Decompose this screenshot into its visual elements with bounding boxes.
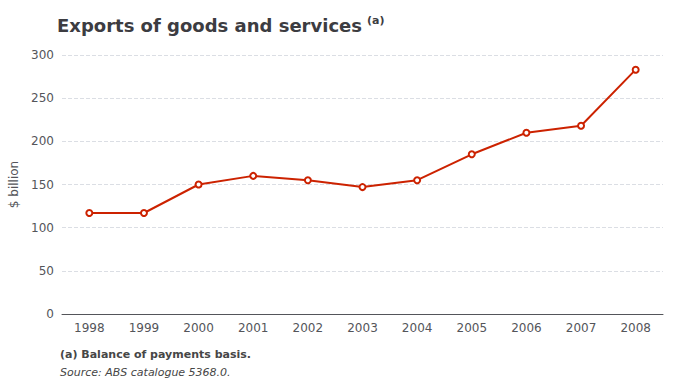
svg-text:2003: 2003	[347, 321, 378, 335]
svg-text:2006: 2006	[511, 321, 542, 335]
svg-text:50: 50	[39, 264, 54, 278]
svg-text:(a) Balance of payments basis.: (a) Balance of payments basis.	[60, 348, 251, 361]
svg-text:1998: 1998	[74, 321, 105, 335]
svg-text:2007: 2007	[566, 321, 597, 335]
svg-text:150: 150	[31, 178, 54, 192]
svg-text:2000: 2000	[183, 321, 214, 335]
svg-text:200: 200	[31, 134, 54, 148]
svg-text:Exports of goods and services: Exports of goods and services	[57, 15, 362, 36]
svg-text:1999: 1999	[129, 321, 160, 335]
svg-text:2004: 2004	[402, 321, 433, 335]
svg-text:$ billion: $ billion	[7, 161, 21, 208]
svg-text:300: 300	[31, 48, 54, 62]
svg-text:100: 100	[31, 221, 54, 235]
svg-text:2008: 2008	[620, 321, 651, 335]
svg-text:(a): (a)	[367, 14, 384, 27]
svg-text:2005: 2005	[456, 321, 487, 335]
svg-text:Source: ABS catalogue 5368.0.: Source: ABS catalogue 5368.0.	[60, 366, 231, 379]
svg-text:250: 250	[31, 91, 54, 105]
svg-text:2002: 2002	[293, 321, 324, 335]
svg-text:2001: 2001	[238, 321, 269, 335]
svg-text:0: 0	[46, 307, 54, 321]
